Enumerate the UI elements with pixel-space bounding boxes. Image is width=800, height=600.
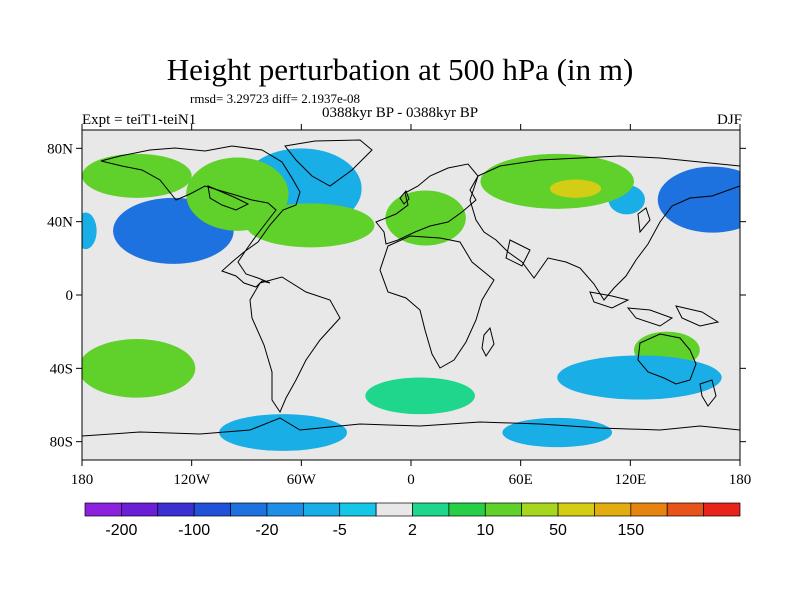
y-tick-label: 0	[66, 288, 74, 304]
colorbar-swatch	[412, 502, 450, 517]
colorbar-swatch	[630, 502, 668, 517]
x-tick-label: 0	[407, 472, 415, 488]
region-s-atlantic-high	[365, 377, 475, 415]
colorbar-label: 10	[476, 522, 494, 539]
x-tick-label: 60E	[509, 472, 533, 488]
colorbar: -200 -100 -20 -5 2 10 50 150	[84, 502, 741, 539]
colorbar-label: -20	[255, 522, 278, 539]
region-antarctic-pacific-low	[219, 414, 348, 451]
map-axes: 180 120W 60W 0 60E 120E 180 80N 40N 0 40S 80S	[47, 124, 751, 488]
colorbar-swatch	[666, 502, 704, 517]
region-s-indian-low	[557, 355, 722, 400]
region-dateline-low-west	[82, 212, 97, 250]
colorbar-label: -100	[178, 522, 210, 539]
colorbar-label: 2	[408, 522, 417, 539]
colorbar-swatch	[594, 502, 632, 517]
colorbar-swatch	[302, 502, 341, 517]
chart-title: Height perturbation at 500 hPa (in m)	[166, 52, 634, 87]
colorbar-swatch	[157, 502, 195, 517]
contour-regions	[82, 148, 740, 451]
colorbar-label: 150	[617, 522, 644, 539]
colorbar-label: -200	[105, 522, 137, 539]
colorbar-swatch	[521, 502, 559, 517]
colorbar-swatch	[84, 502, 122, 517]
colorbar-swatch	[448, 502, 486, 517]
colorbar-swatch	[557, 502, 595, 517]
y-tick-label: 80S	[50, 435, 73, 451]
region-us-high	[246, 203, 375, 248]
colorbar-swatch	[484, 502, 523, 517]
colorbar-label: 50	[549, 522, 567, 539]
region-e-pacific-high	[82, 339, 196, 398]
colorbar-swatch	[703, 502, 741, 517]
region-asia-high-core	[549, 179, 602, 198]
stats-label: rmsd= 3.29723 diff= 2.1937e-08	[190, 91, 361, 106]
x-tick-label: 60W	[287, 472, 317, 488]
region-w-pacific-low	[657, 166, 740, 233]
colorbar-label: -5	[333, 522, 347, 539]
x-tick-label: 120E	[614, 472, 646, 488]
coastlines	[82, 139, 740, 437]
region-antarctic-indian-low	[502, 417, 613, 448]
x-tick-label: 180	[71, 472, 94, 488]
y-tick-label: 40N	[47, 215, 73, 231]
period-label: 0388kyr BP - 0388kyr BP	[322, 105, 479, 121]
colorbar-swatch	[339, 502, 377, 517]
season-label: DJF	[716, 112, 742, 128]
colorbar-swatch	[121, 502, 159, 517]
colorbar-swatch	[375, 502, 413, 517]
colorbar-swatch	[193, 502, 231, 517]
y-tick-label: 40S	[50, 361, 73, 377]
colorbar-swatch	[230, 502, 268, 517]
colorbar-swatch	[266, 502, 304, 517]
region-europe-high	[385, 190, 466, 246]
region-asia-high	[480, 153, 634, 209]
region-alaska-high	[82, 153, 192, 198]
y-tick-label: 80N	[47, 141, 73, 157]
x-tick-label: 120W	[173, 472, 211, 488]
experiment-label: Expt = teiT1-teiN1	[82, 112, 197, 128]
x-tick-label: 180	[729, 472, 752, 488]
